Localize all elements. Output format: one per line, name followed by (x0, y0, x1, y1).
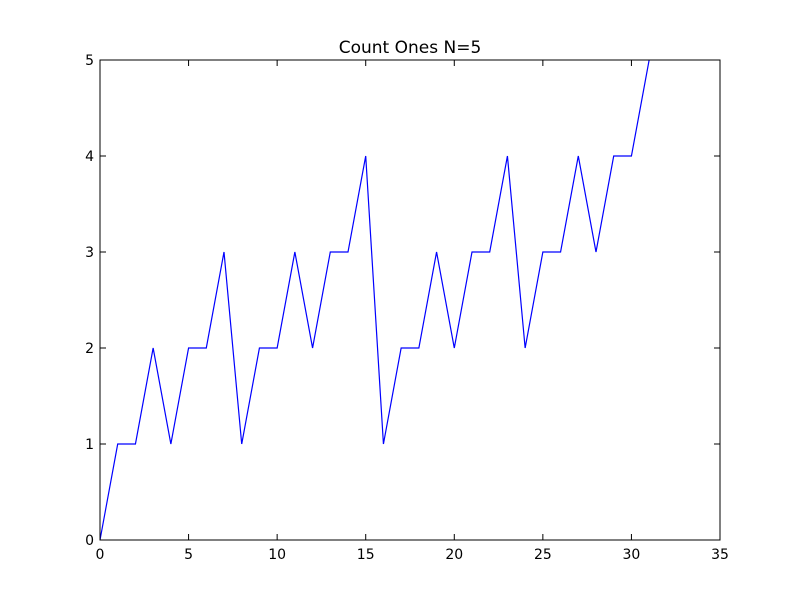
chart-title: Count Ones N=5 (339, 38, 482, 58)
x-tick-label: 20 (445, 547, 463, 563)
x-tick-label: 0 (96, 547, 105, 563)
y-tick-label: 4 (85, 149, 94, 165)
x-tick-label: 10 (268, 547, 286, 563)
plot-area (100, 60, 650, 540)
x-tick-label: 30 (623, 547, 641, 563)
x-tick-label: 15 (357, 547, 375, 563)
x-tick-label: 25 (534, 547, 552, 563)
y-tick-label: 0 (85, 533, 94, 549)
axes: 0 5 10 15 20 25 30 35 0 1 2 3 4 5 (85, 53, 729, 563)
y-tick-label: 1 (85, 437, 94, 453)
y-tick-label: 3 (85, 245, 94, 261)
x-tick-label: 35 (711, 547, 729, 563)
series-line-0 (100, 60, 650, 540)
axes-frame (99, 59, 721, 541)
y-tick-label: 5 (85, 53, 94, 69)
y-tick-label: 2 (85, 341, 94, 357)
x-tick-label: 5 (184, 547, 193, 563)
